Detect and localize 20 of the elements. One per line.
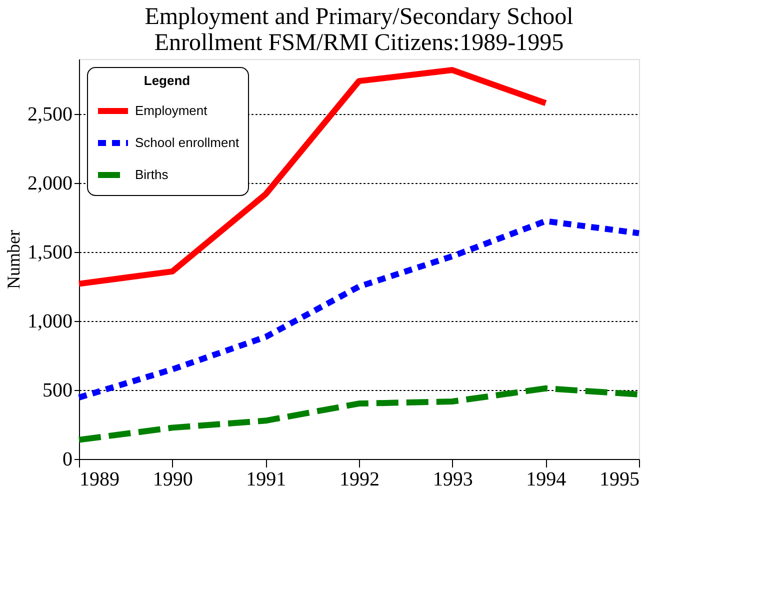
y-tick-label: 2,000 — [28, 172, 72, 195]
x-tick-label: 1994 — [526, 468, 566, 490]
legend-title: Legend — [144, 73, 190, 88]
y-axis-title: Number — [4, 230, 24, 289]
text: Enrollment FSM/RMI Citizens:1989-1995 — [154, 30, 564, 56]
y-tick-label: 0 — [62, 448, 72, 470]
x-tick-label: 1989 — [80, 468, 120, 490]
legend-label: School enrollment — [135, 135, 240, 150]
legend-label: Employment — [135, 103, 208, 118]
y-tick-label: 500 — [42, 380, 72, 402]
legend-label: Births — [135, 167, 169, 182]
text: Employment and Primary/Secondary School — [144, 4, 574, 30]
y-tick-label: 1,500 — [28, 242, 72, 264]
x-tick-label: 1993 — [432, 468, 473, 490]
x-tick-label: 1992 — [340, 468, 380, 490]
x-tick-label: 1990 — [152, 468, 193, 490]
y-tick-label: 1,000 — [28, 310, 72, 333]
x-tick-label: 1991 — [246, 468, 286, 490]
y-tick-label: 2,500 — [28, 104, 72, 126]
x-tick-label: 1995 — [600, 468, 640, 490]
